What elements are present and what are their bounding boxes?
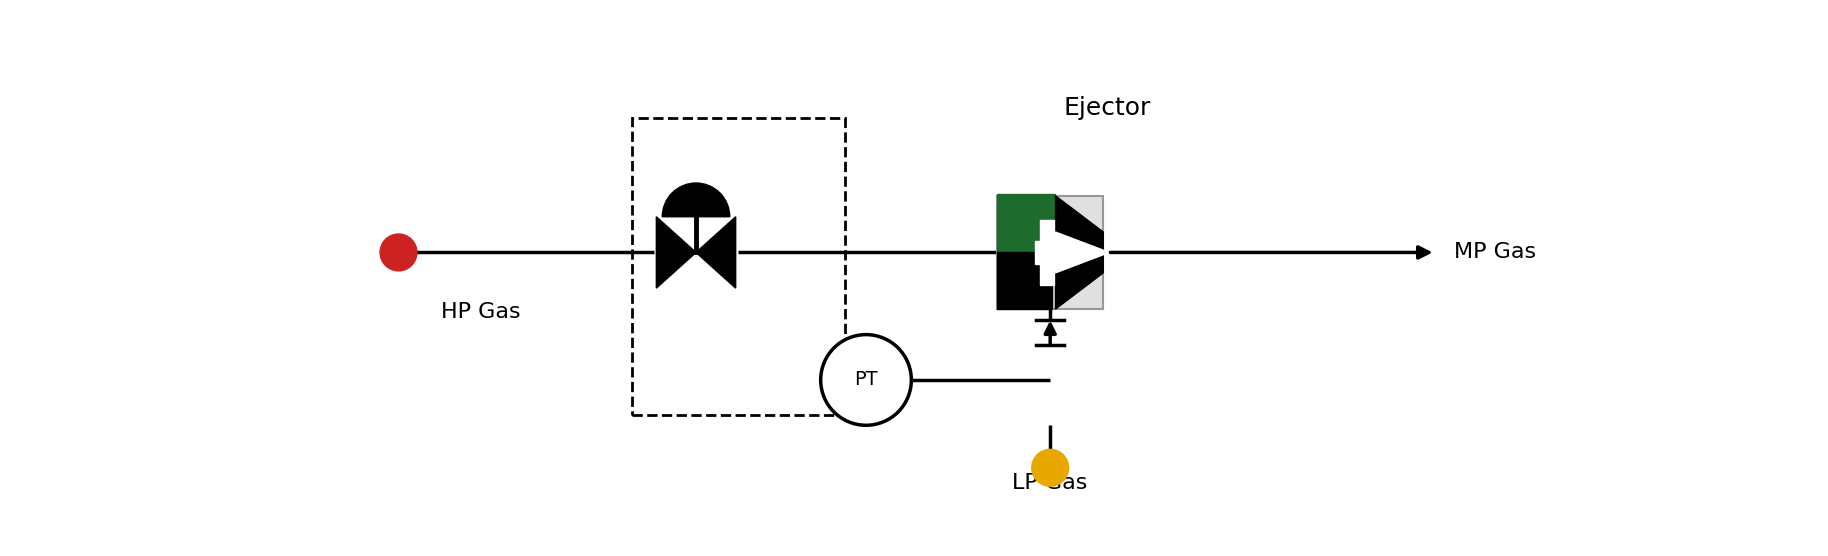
Bar bbox=[1040, 220, 1055, 285]
Text: Ejector: Ejector bbox=[1064, 96, 1150, 120]
Bar bbox=[632, 118, 845, 415]
Polygon shape bbox=[1055, 232, 1104, 273]
Polygon shape bbox=[1055, 196, 1104, 309]
Circle shape bbox=[380, 234, 417, 271]
Text: LP Gas: LP Gas bbox=[1013, 473, 1088, 493]
Wedge shape bbox=[662, 183, 729, 217]
Text: PT: PT bbox=[854, 370, 877, 389]
Polygon shape bbox=[656, 217, 696, 288]
Bar bbox=[996, 193, 1055, 252]
Bar bbox=[996, 252, 1053, 309]
Polygon shape bbox=[696, 217, 735, 288]
Text: MP Gas: MP Gas bbox=[1453, 242, 1536, 262]
Bar bbox=[996, 196, 1104, 309]
Text: HP Gas: HP Gas bbox=[441, 302, 521, 322]
Circle shape bbox=[1031, 449, 1069, 486]
Bar bbox=[1035, 241, 1058, 264]
Circle shape bbox=[821, 335, 912, 425]
